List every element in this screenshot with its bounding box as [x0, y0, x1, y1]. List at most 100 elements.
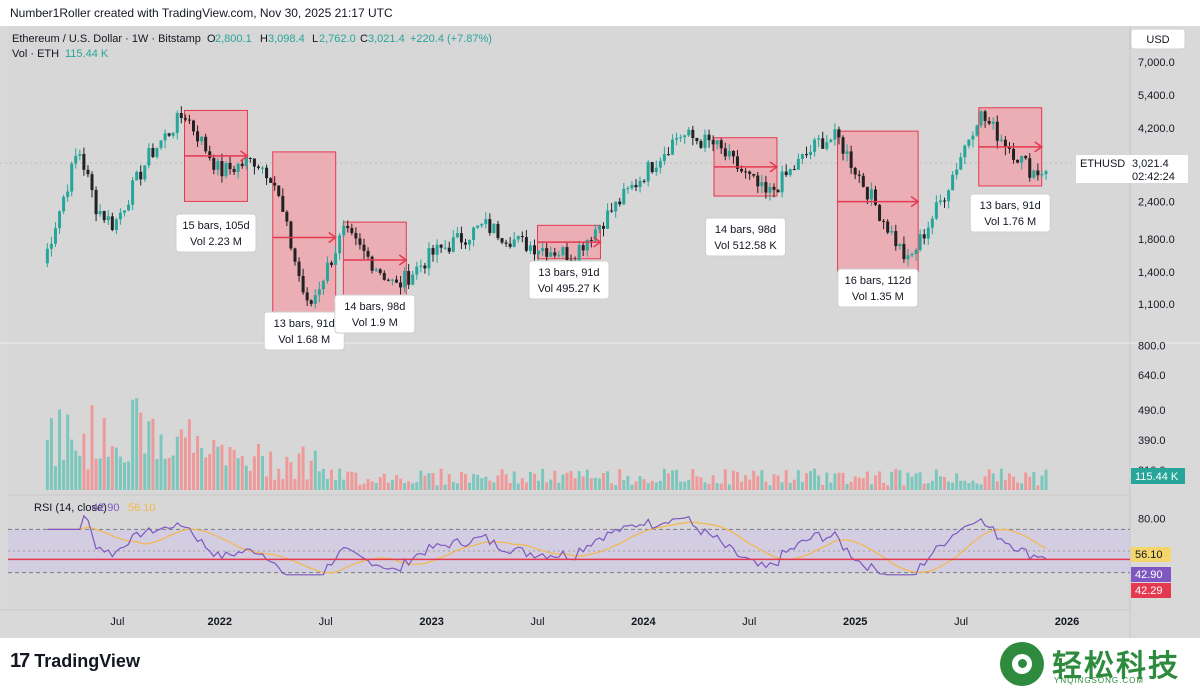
candle	[557, 250, 561, 258]
volume-bar	[135, 398, 139, 490]
volume-bar	[934, 469, 938, 490]
y-tick-label: 1,100.0	[1138, 299, 1175, 311]
range-arrow-head	[910, 196, 920, 208]
candle	[813, 137, 817, 157]
candle	[1016, 159, 1020, 164]
volume-bar	[772, 474, 776, 490]
volume-bar	[455, 483, 459, 490]
volume-bar	[187, 419, 191, 490]
volume-bar	[114, 447, 118, 490]
volume-bar	[865, 471, 869, 490]
volume-bar	[597, 478, 601, 490]
volume-bar	[171, 455, 175, 490]
candle	[394, 275, 398, 284]
candle	[273, 176, 277, 191]
volume-bar	[618, 469, 622, 490]
candle	[760, 174, 764, 194]
volume-bar	[439, 468, 443, 490]
volume-bar	[334, 480, 338, 490]
volume-bar	[679, 481, 683, 490]
volume-bar	[463, 473, 467, 490]
candle	[350, 223, 354, 236]
candle	[419, 259, 423, 273]
candle	[378, 268, 382, 276]
candle	[297, 257, 301, 282]
volume-bar	[780, 482, 784, 490]
volume-bar	[403, 482, 407, 490]
volume-bar	[788, 482, 792, 490]
candle	[325, 256, 329, 284]
tradingview-logo[interactable]: 17 TradingView	[10, 650, 140, 673]
volume-bar	[914, 473, 918, 490]
volume-bar	[784, 469, 788, 490]
candle	[1036, 163, 1040, 181]
volume-bar	[744, 475, 748, 490]
volume-bar	[472, 474, 476, 490]
volume-bar	[127, 461, 131, 490]
candle	[192, 119, 196, 136]
volume-bar	[699, 477, 703, 490]
candle	[362, 238, 366, 259]
volume-bar	[147, 421, 151, 490]
price-tag-countdown: 02:42:24	[1132, 171, 1175, 183]
watermark: 轻松科技 YNQINGSONG.COM	[1000, 640, 1190, 687]
candle	[800, 153, 804, 165]
chart-area[interactable]: 15 bars, 105d Vol 2.23 M 13 bars, 91d Vol 1…	[0, 26, 1200, 638]
volume-bar	[394, 475, 398, 490]
volume-bar	[626, 476, 630, 490]
rsi-ma-line	[47, 521, 1047, 574]
volume-bar	[995, 481, 999, 490]
range-arrow-head	[240, 150, 249, 162]
candle	[500, 238, 504, 245]
candle	[118, 208, 122, 225]
candle	[431, 244, 435, 262]
volume-bar	[443, 484, 447, 490]
candle	[1028, 153, 1032, 182]
volume-bar	[528, 471, 532, 490]
range-label-bars: 13 bars, 91d	[274, 318, 335, 330]
volume-bar	[715, 483, 719, 490]
volume-bar	[602, 472, 606, 490]
rsi-tag-value: 42.90	[1135, 569, 1163, 581]
volume-bar	[411, 483, 415, 490]
volume-bar	[703, 482, 707, 490]
volume-bar	[496, 475, 500, 490]
volume-bar	[691, 468, 695, 490]
price-tag	[1076, 155, 1188, 183]
candle	[1003, 136, 1007, 156]
volume-bar	[869, 484, 873, 490]
volume-bar	[212, 440, 216, 490]
currency-button[interactable]	[1130, 28, 1186, 50]
candle	[208, 145, 212, 161]
candle	[886, 219, 890, 235]
price-pane[interactable]	[8, 26, 1130, 494]
candle	[918, 229, 922, 252]
candle	[943, 197, 947, 208]
volume-bar	[106, 456, 110, 490]
rsi-level-tag-value: 42.29	[1135, 585, 1163, 597]
candle	[330, 260, 334, 268]
legend-low-label: L	[312, 33, 318, 45]
candle	[443, 240, 447, 250]
volume-bar	[837, 472, 841, 490]
volume-bar	[1012, 476, 1016, 490]
volume-bar	[451, 481, 455, 490]
candle	[650, 161, 654, 174]
candle	[707, 129, 711, 148]
candle	[151, 143, 155, 159]
y-tick-label: 2,400.0	[1138, 196, 1175, 208]
volume-bar	[277, 468, 281, 490]
candle	[699, 139, 703, 149]
candle	[910, 252, 914, 258]
candle	[102, 210, 106, 223]
candle	[999, 134, 1003, 143]
range-label-volume: Vol 1.76 M	[984, 216, 1036, 228]
candle	[553, 247, 557, 259]
volume-bar	[163, 458, 167, 490]
candle	[959, 152, 963, 171]
candle	[135, 170, 139, 181]
volume-bar	[313, 450, 317, 490]
candle	[504, 239, 508, 247]
volume-bar	[86, 469, 90, 490]
candle	[577, 240, 581, 263]
